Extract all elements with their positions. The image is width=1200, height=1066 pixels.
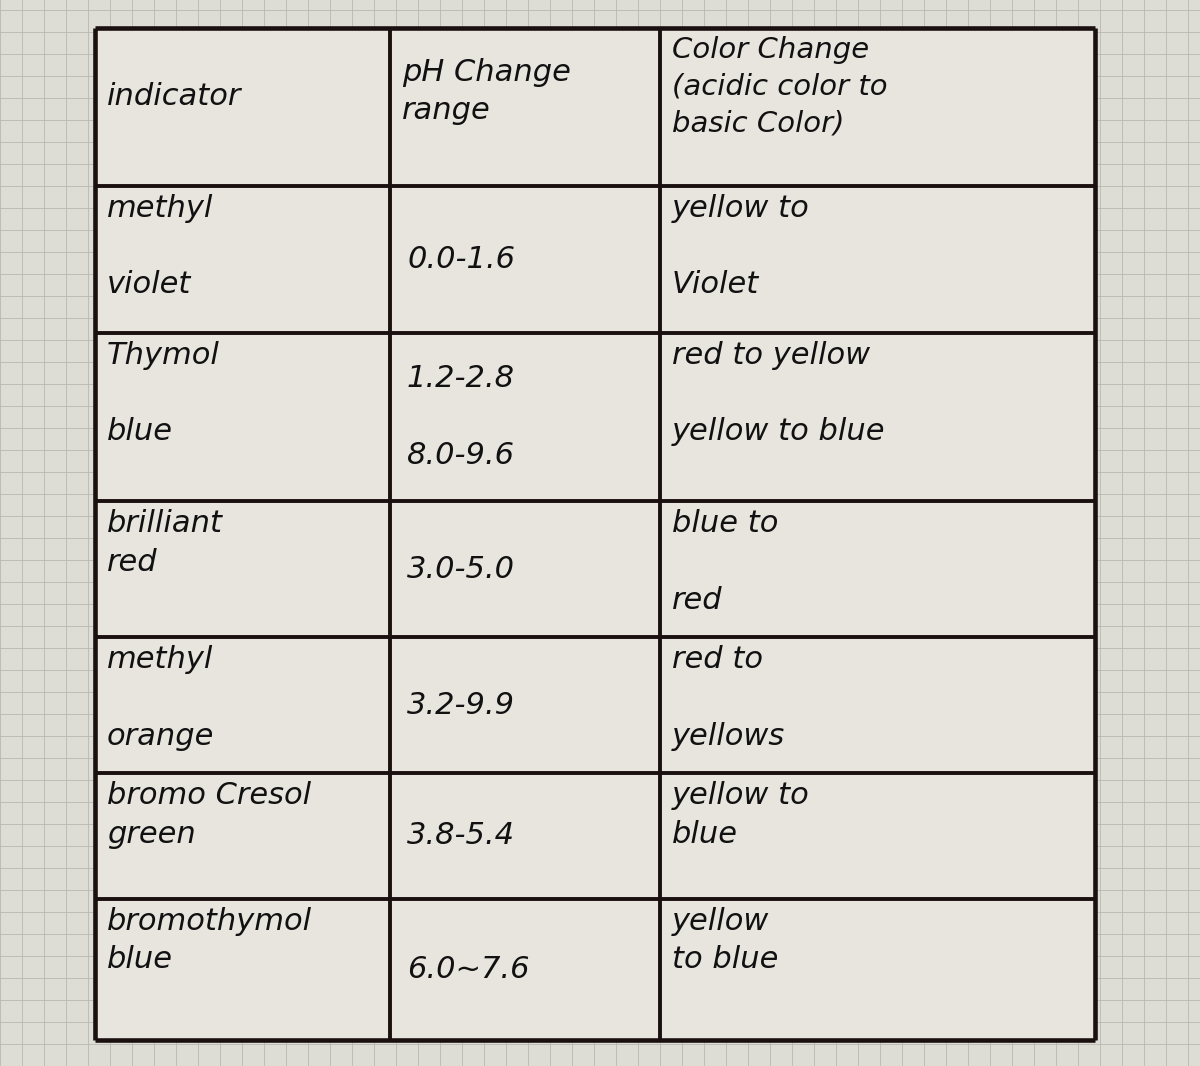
- Text: bromothymol
blue: bromothymol blue: [107, 906, 312, 973]
- Text: indicator: indicator: [107, 82, 241, 111]
- Text: red to yellow

yellow to blue: red to yellow yellow to blue: [672, 341, 886, 446]
- Text: yellow to

Violet: yellow to Violet: [672, 194, 810, 300]
- Text: 1.2-2.8

8.0-9.6: 1.2-2.8 8.0-9.6: [407, 365, 515, 470]
- Text: pH Change
range: pH Change range: [402, 59, 571, 126]
- Text: 3.2-9.9: 3.2-9.9: [407, 691, 515, 720]
- Text: blue to

red: blue to red: [672, 510, 779, 615]
- Bar: [95, 28, 1096, 1040]
- Text: yellow
to blue: yellow to blue: [672, 906, 779, 973]
- Text: Color Change
(acidic color to
basic Color): Color Change (acidic color to basic Colo…: [672, 36, 888, 138]
- Text: 3.0-5.0: 3.0-5.0: [407, 555, 515, 584]
- Text: brilliant
red: brilliant red: [107, 510, 223, 577]
- Text: methyl

violet: methyl violet: [107, 194, 214, 300]
- Text: 3.8-5.4: 3.8-5.4: [407, 822, 515, 851]
- Text: 6.0~7.6: 6.0~7.6: [407, 955, 529, 984]
- Text: 0.0-1.6: 0.0-1.6: [407, 245, 515, 274]
- Text: Thymol

blue: Thymol blue: [107, 341, 220, 446]
- Text: bromo Cresol
green: bromo Cresol green: [107, 781, 311, 849]
- Text: red to

yellows: red to yellows: [672, 645, 785, 750]
- Text: methyl

orange: methyl orange: [107, 645, 215, 750]
- Text: yellow to
blue: yellow to blue: [672, 781, 810, 849]
